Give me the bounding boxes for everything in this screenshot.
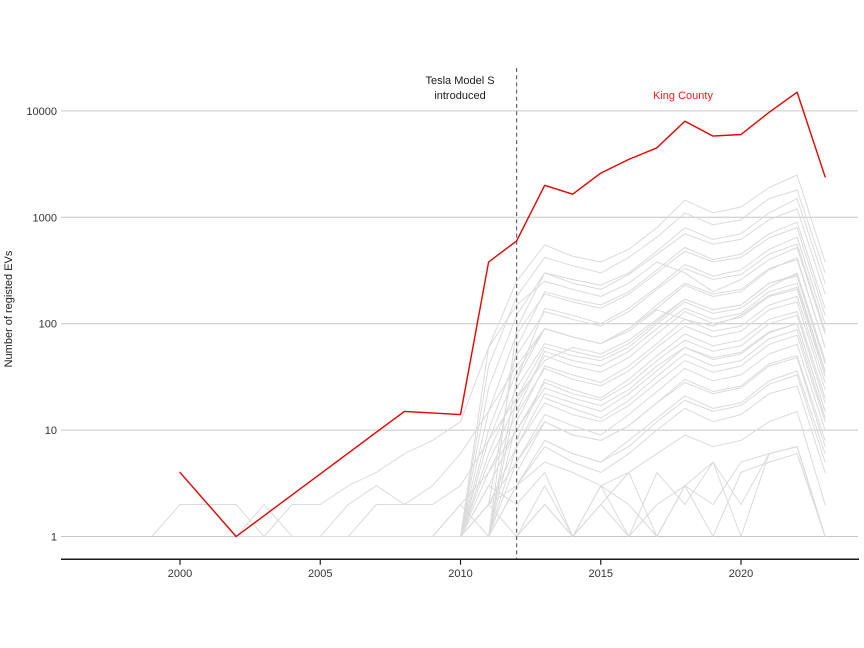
series-line-other-21	[488, 323, 826, 537]
series-line-other-31	[460, 446, 826, 537]
series-line-other-35	[151, 410, 826, 537]
series-line-other-16	[460, 288, 826, 537]
series-line-other-30	[460, 385, 826, 537]
series-line-other-14	[516, 282, 826, 412]
series-line-other-26	[516, 355, 826, 473]
series-line-other-19	[516, 311, 826, 441]
event-annotation: Tesla Model S introduced	[425, 74, 494, 104]
series-line-other-34	[432, 446, 826, 537]
series-line-other-27	[460, 357, 826, 537]
x-tick-label: 2005	[308, 568, 332, 580]
x-tick-label: 2015	[589, 568, 613, 580]
event-annotation-line2: introduced	[434, 90, 486, 102]
series-line-other-04	[460, 208, 826, 537]
x-tick-label: 2010	[448, 568, 472, 580]
x-tick-label: 2020	[729, 568, 753, 580]
series-line-other-06	[460, 227, 826, 537]
series-line-other-07	[516, 236, 826, 380]
series-line-other-08	[460, 243, 826, 537]
y-tick-label: 10	[45, 425, 57, 437]
series-line-other-12	[488, 272, 826, 537]
series-line-other-15	[291, 274, 826, 537]
series-line-other-23	[460, 334, 826, 537]
series-line-other-24	[488, 343, 826, 537]
y-tick-label: 100	[39, 319, 57, 331]
series-line-other-29	[544, 374, 826, 463]
series-line-king-county	[179, 91, 826, 538]
highlight-series-label: King County	[653, 90, 713, 102]
series-line-other-22	[544, 329, 826, 419]
series-line-other-18	[460, 301, 826, 537]
series-line-other-05	[488, 221, 826, 505]
series-line-other-02	[460, 189, 826, 537]
y-tick-label: 1000	[33, 212, 57, 224]
x-tick-label: 2000	[168, 568, 192, 580]
series-line-other-11	[460, 259, 826, 537]
series-line-other-01	[460, 174, 826, 537]
y-tick-label: 10000	[26, 106, 57, 118]
series-line-other-10	[235, 247, 826, 537]
event-annotation-line1: Tesla Model S	[425, 75, 495, 87]
y-tick-label: 1	[51, 532, 57, 544]
y-axis-title: Number of registed EVs	[3, 250, 15, 368]
series-line-other-36	[235, 286, 826, 537]
series-line-other-17	[488, 296, 826, 537]
series-line-other-25	[403, 323, 826, 537]
